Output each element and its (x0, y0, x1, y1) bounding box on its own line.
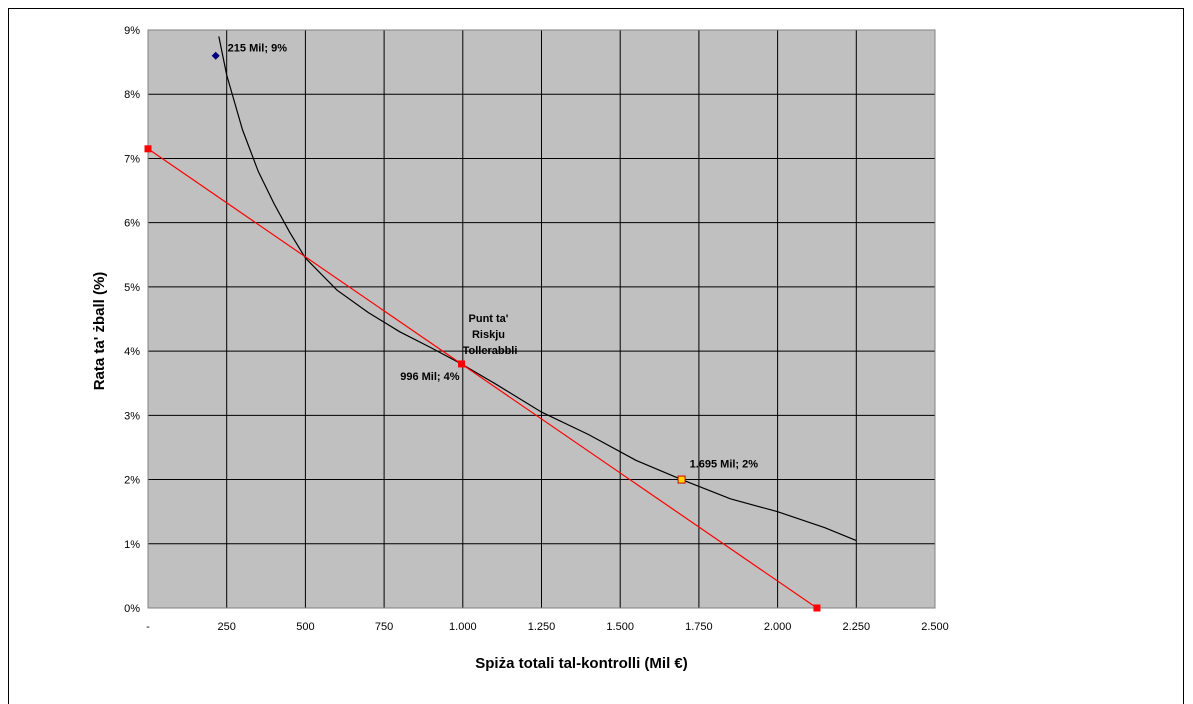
y-tick-labels: 0% 1% 2% 3% 4% 5% 6% 7% 8% 9% (124, 25, 140, 615)
x-tick-label: 500 (296, 621, 314, 633)
y-tick-label: 0% (124, 603, 140, 615)
x-tick-label: 2.500 (921, 621, 949, 633)
grid-lines (147, 29, 936, 609)
y-tick-label: 2% (124, 475, 140, 487)
x-tick-label: 2.250 (843, 621, 871, 633)
x-tick-label: 1.750 (685, 621, 713, 633)
data-point-square (144, 145, 152, 153)
annotation-line-2: Riskju (472, 329, 505, 341)
data-point-square (677, 475, 686, 484)
x-tick-label: - (146, 621, 150, 633)
y-tick-label: 8% (124, 89, 140, 101)
annotation-tolerable-risk: Punt ta' Riskju Tollerabbli (463, 313, 518, 357)
x-tick-labels: - 250 500 750 1.000 1.250 1.500 1.750 2.000 2.250… (146, 621, 949, 633)
x-tick-label: 1.000 (449, 621, 477, 633)
y-tick-label: 9% (124, 25, 140, 37)
x-axis-title: Spiża totali tal-kontrolli (Mil €) (475, 655, 688, 672)
data-points (144, 51, 821, 612)
y-tick-label: 6% (124, 218, 140, 230)
y-tick-label: 4% (124, 346, 140, 358)
annotation-line-3: Tollerabbli (463, 345, 518, 357)
y-tick-label: 5% (124, 282, 140, 294)
x-tick-label: 1.500 (606, 621, 634, 633)
data-point-diamond (211, 51, 220, 60)
data-point-square (813, 604, 821, 612)
x-tick-label: 750 (375, 621, 393, 633)
point-label: 1.695 Mil; 2% (690, 459, 759, 471)
x-tick-label: 1.250 (528, 621, 556, 633)
y-axis-title: Rata ta' żball (%) (91, 272, 108, 391)
plot-border (147, 29, 936, 609)
y-tick-label: 7% (124, 153, 140, 165)
series-curve (218, 36, 857, 542)
point-labels: 215 Mil; 9% 996 Mil; 4% 1.695 Mil; 2% (228, 43, 759, 471)
annotation-line-1: Punt ta' (469, 313, 509, 325)
x-tick-label: 2.000 (764, 621, 792, 633)
point-label: 996 Mil; 4% (400, 371, 460, 383)
x-tick-label: 250 (218, 621, 236, 633)
data-point-square (458, 360, 466, 368)
y-tick-label: 1% (124, 539, 140, 551)
point-label: 215 Mil; 9% (228, 43, 288, 55)
y-tick-label: 3% (124, 410, 140, 422)
